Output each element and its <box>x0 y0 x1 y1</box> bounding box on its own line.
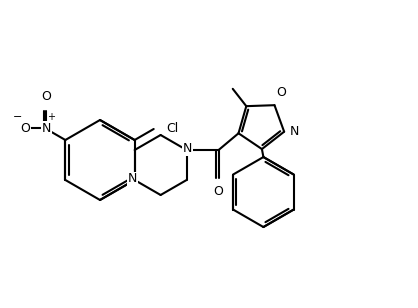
Text: +: + <box>47 112 55 122</box>
Text: N: N <box>290 125 300 138</box>
Text: N: N <box>183 143 192 156</box>
Text: O: O <box>214 185 224 198</box>
Text: Cl: Cl <box>167 123 179 136</box>
Text: −: − <box>13 112 22 122</box>
Text: N: N <box>42 121 51 135</box>
Text: O: O <box>276 86 286 99</box>
Text: O: O <box>41 90 51 103</box>
Text: N: N <box>128 172 138 185</box>
Text: O: O <box>20 121 30 135</box>
